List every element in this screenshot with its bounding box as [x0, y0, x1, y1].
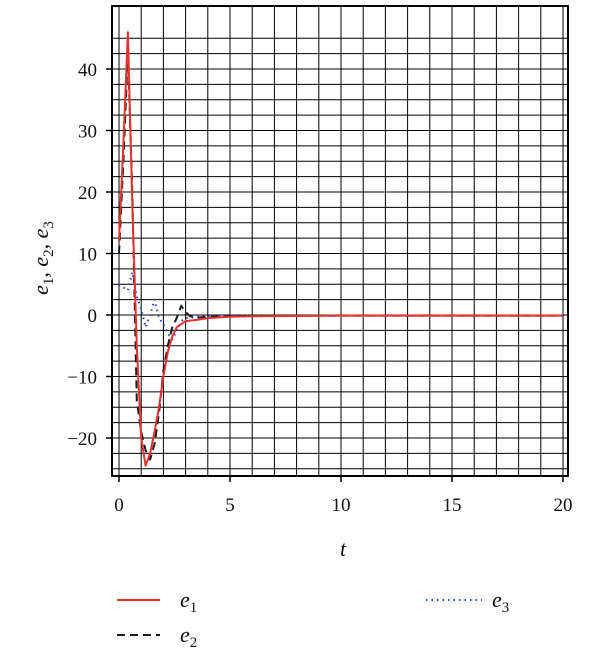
plot-frame [111, 5, 569, 477]
grid [112, 6, 568, 476]
series-line-e1 [118, 31, 563, 467]
x-tick-label: 5 [225, 495, 235, 516]
legend-label-e1: e1 [180, 587, 197, 616]
y-label-sep: , [28, 267, 53, 278]
series-lines [118, 31, 563, 467]
y-tick-label: 20 [78, 183, 97, 204]
y-tick-label: −20 [67, 429, 97, 450]
legend: e1 e2 e3 [117, 587, 509, 651]
y-label-e2: e [28, 257, 53, 267]
y-tick-label: 10 [78, 245, 97, 266]
y-label-sep: , [28, 238, 53, 249]
legend-label-e2: e2 [180, 622, 197, 651]
x-axis-label: t [340, 536, 347, 561]
y-label-sub-3: 3 [41, 221, 57, 229]
y-tick-label: 40 [78, 60, 97, 81]
x-tick-label: 20 [554, 495, 573, 516]
series-line-e2 [118, 49, 563, 461]
y-tick-label: −10 [67, 368, 97, 389]
tick-marks: 0 5 10 15 20 −20 −10 0 10 20 30 40 [67, 60, 572, 516]
y-label-e3: e [28, 228, 53, 238]
y-label-sub-2: 2 [41, 249, 57, 257]
y-label-e1: e [28, 285, 53, 295]
y-tick-label: 0 [88, 306, 98, 327]
legend-label-e3: e3 [492, 587, 509, 616]
x-tick-label: 15 [443, 495, 462, 516]
x-tick-label: 10 [332, 495, 351, 516]
y-axis-label: e1, e2, e3 [28, 221, 57, 295]
y-label-sub-1: 1 [41, 278, 57, 286]
y-tick-label: 30 [78, 122, 97, 143]
x-tick-label: 0 [114, 495, 124, 516]
